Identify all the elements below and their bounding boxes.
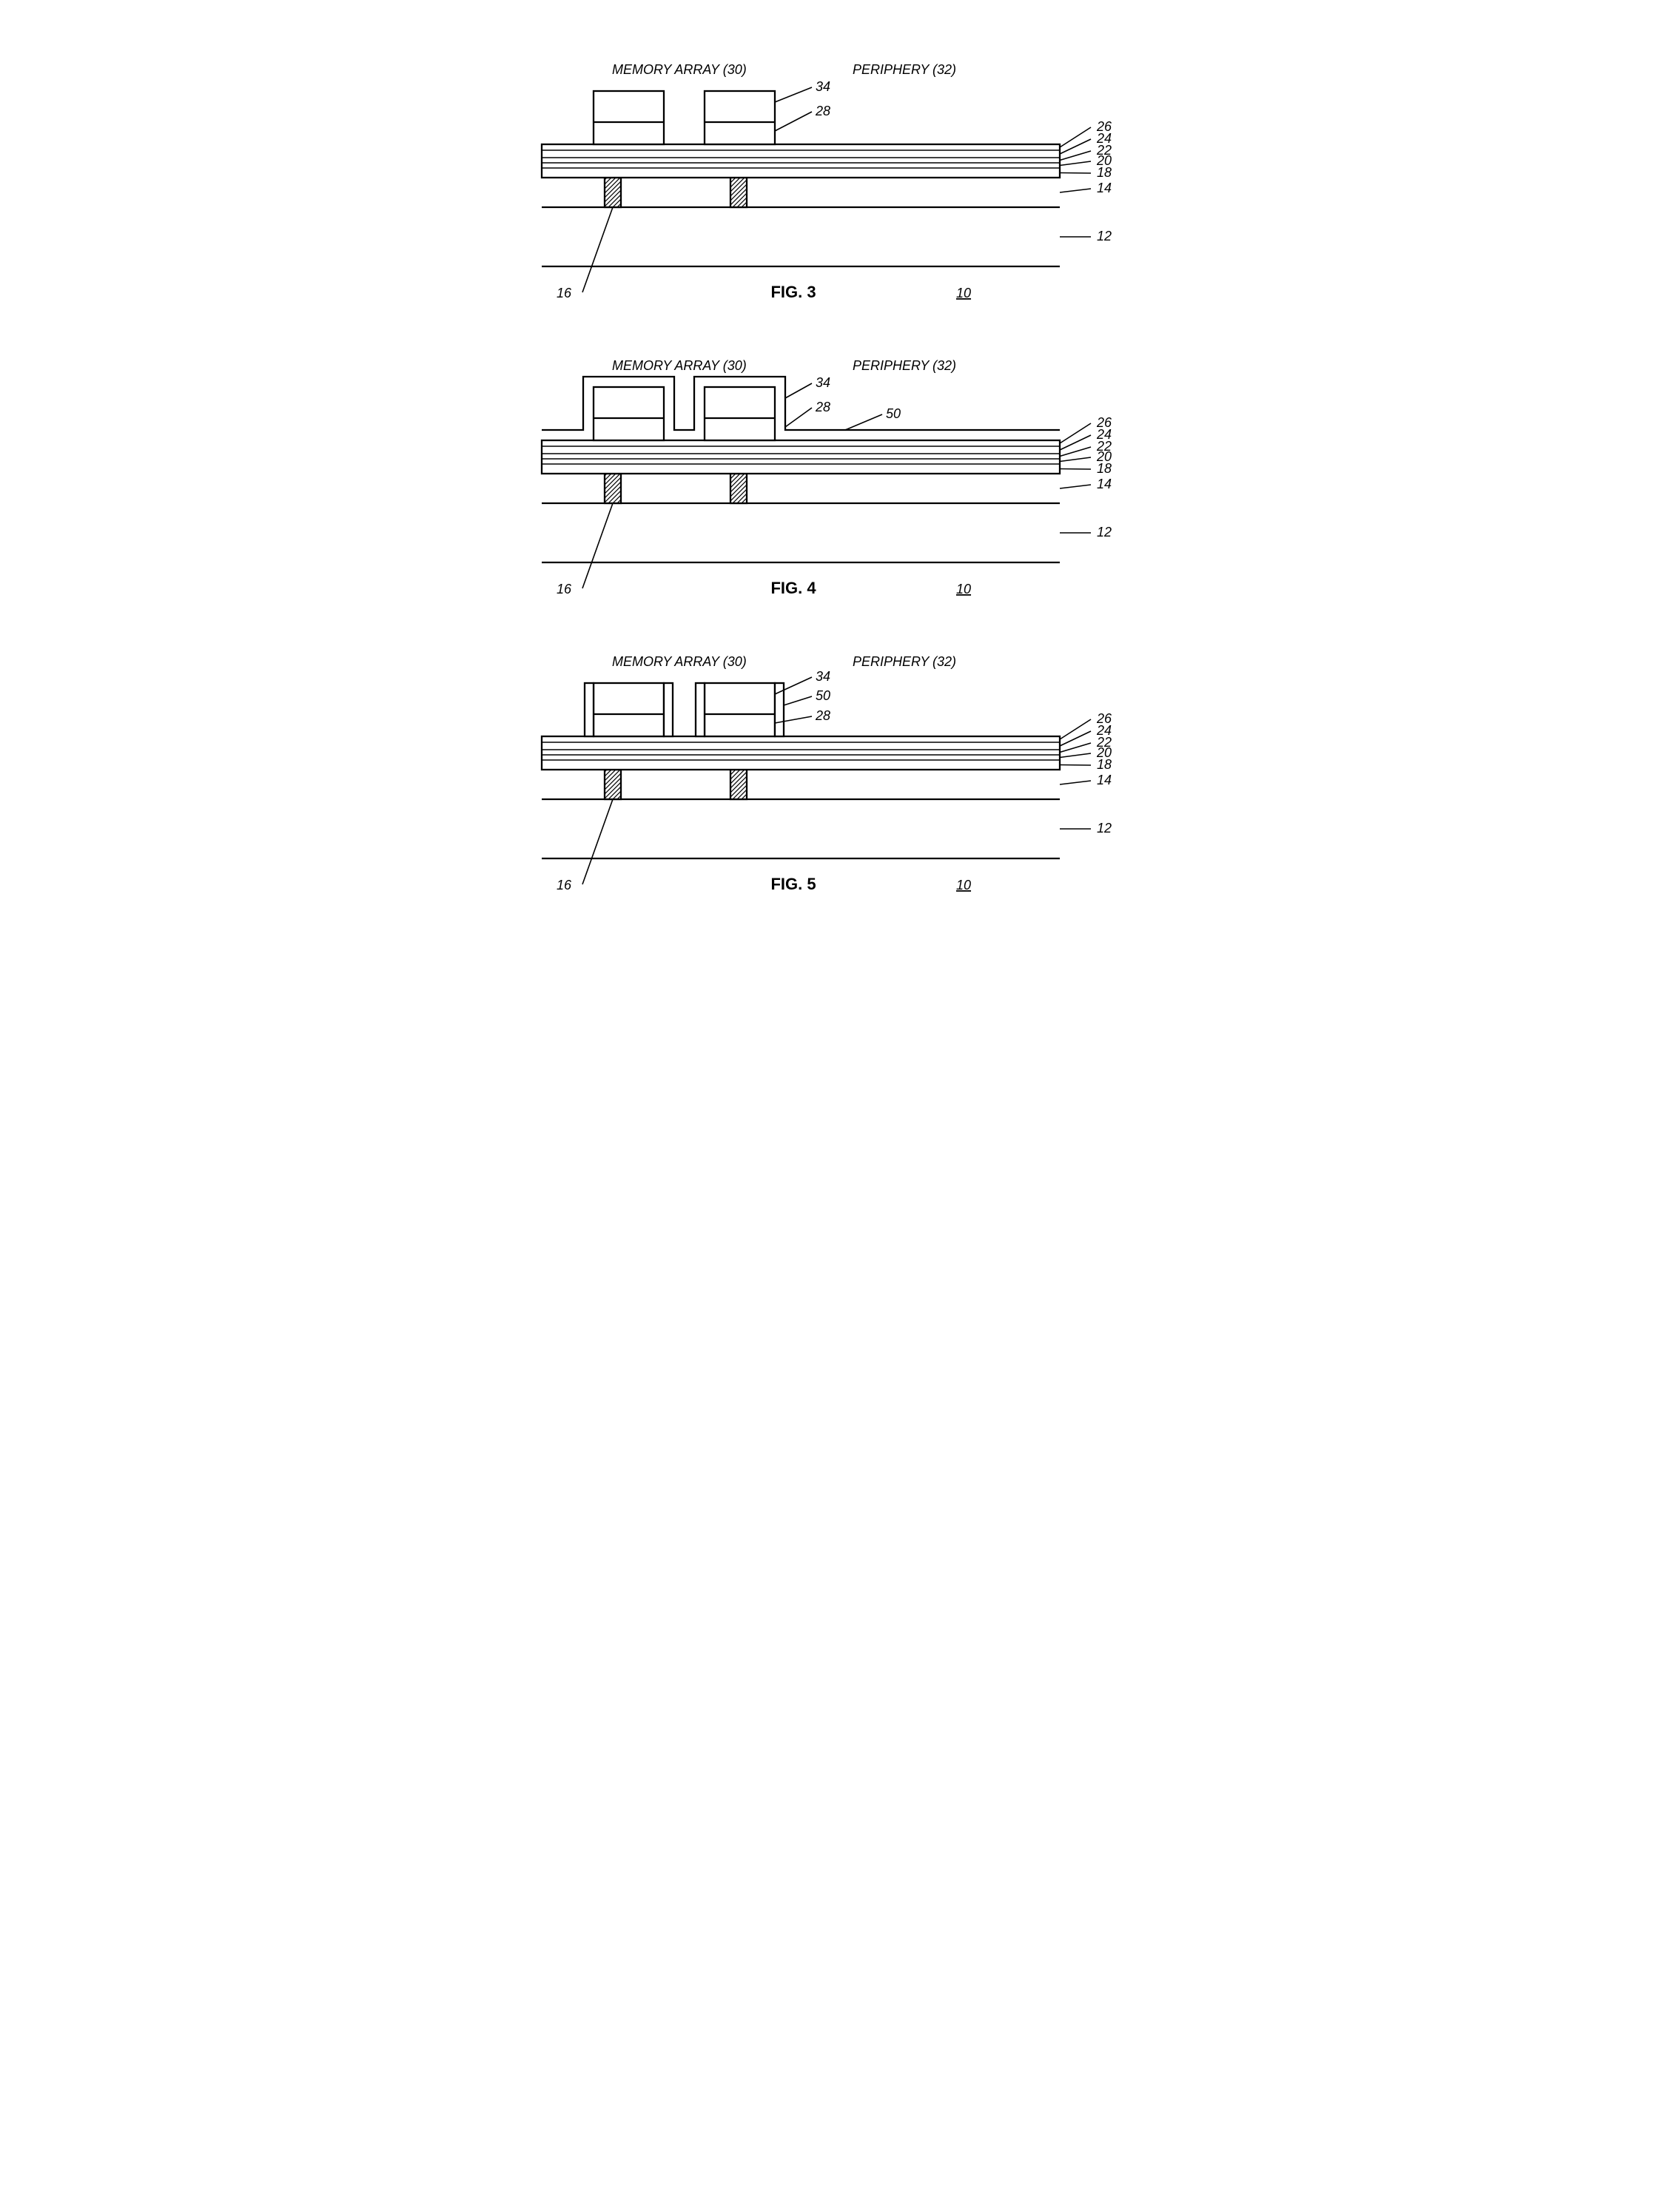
svg-text:16: 16	[557, 878, 572, 892]
figure-caption: FIG. 4	[770, 579, 816, 597]
svg-text:PERIPHERY (32): PERIPHERY (32)	[853, 654, 956, 669]
spacer-left-1	[585, 683, 594, 736]
svg-text:MEMORY ARRAY (30): MEMORY ARRAY (30)	[612, 358, 747, 373]
memory-block-1	[594, 91, 664, 144]
svg-text:28: 28	[815, 104, 830, 118]
svg-text:MEMORY ARRAY (30): MEMORY ARRAY (30)	[612, 62, 747, 77]
figure-caption: FIG. 3	[770, 283, 816, 301]
svg-text:14: 14	[1097, 181, 1112, 195]
via-1	[605, 178, 621, 207]
svg-text:PERIPHERY (32): PERIPHERY (32)	[853, 62, 956, 77]
figure-wrapper-fig3: MEMORY ARRAY (30)PERIPHERY (32)342826242…	[497, 30, 1163, 311]
layer-stack	[542, 736, 1060, 770]
svg-text:MEMORY ARRAY (30): MEMORY ARRAY (30)	[612, 654, 747, 669]
svg-text:34: 34	[816, 669, 830, 684]
svg-text:34: 34	[816, 375, 830, 390]
figure-ref: 10	[956, 286, 971, 300]
svg-text:34: 34	[816, 79, 830, 94]
via-2	[730, 770, 747, 799]
svg-text:14: 14	[1097, 773, 1112, 787]
figure-wrapper-fig5: MEMORY ARRAY (30)PERIPHERY (32)345028262…	[497, 622, 1163, 903]
layer-stack	[542, 144, 1060, 178]
svg-text:PERIPHERY (32): PERIPHERY (32)	[853, 358, 956, 373]
svg-text:50: 50	[816, 688, 830, 703]
svg-text:18: 18	[1097, 757, 1112, 772]
memory-block-1	[594, 683, 664, 736]
memory-block-2	[705, 387, 775, 440]
layer-stack	[542, 440, 1060, 474]
svg-text:14: 14	[1097, 477, 1112, 491]
svg-text:12: 12	[1097, 525, 1112, 539]
svg-text:16: 16	[557, 286, 572, 300]
via-2	[730, 474, 747, 503]
svg-text:12: 12	[1097, 821, 1112, 836]
via-1	[605, 474, 621, 503]
svg-text:28: 28	[815, 708, 830, 723]
figure-ref: 10	[956, 878, 971, 892]
svg-text:18: 18	[1097, 461, 1112, 476]
memory-block-2	[705, 91, 775, 144]
svg-text:28: 28	[815, 400, 830, 414]
svg-text:16: 16	[557, 582, 572, 596]
svg-text:18: 18	[1097, 165, 1112, 180]
figure-fig4: MEMORY ARRAY (30)PERIPHERY (32)342850262…	[497, 326, 1163, 607]
via-1	[605, 770, 621, 799]
memory-block-1	[594, 387, 664, 440]
figure-ref: 10	[956, 582, 971, 596]
figure-wrapper-fig4: MEMORY ARRAY (30)PERIPHERY (32)342850262…	[497, 326, 1163, 607]
svg-text:12: 12	[1097, 229, 1112, 243]
figure-fig3: MEMORY ARRAY (30)PERIPHERY (32)342826242…	[497, 30, 1163, 311]
spacer-right-1	[664, 683, 673, 736]
figure-fig5: MEMORY ARRAY (30)PERIPHERY (32)345028262…	[497, 622, 1163, 903]
memory-block-2	[705, 683, 775, 736]
figure-caption: FIG. 5	[770, 875, 816, 893]
spacer-left-2	[696, 683, 705, 736]
svg-text:50: 50	[886, 406, 901, 421]
via-2	[730, 178, 747, 207]
